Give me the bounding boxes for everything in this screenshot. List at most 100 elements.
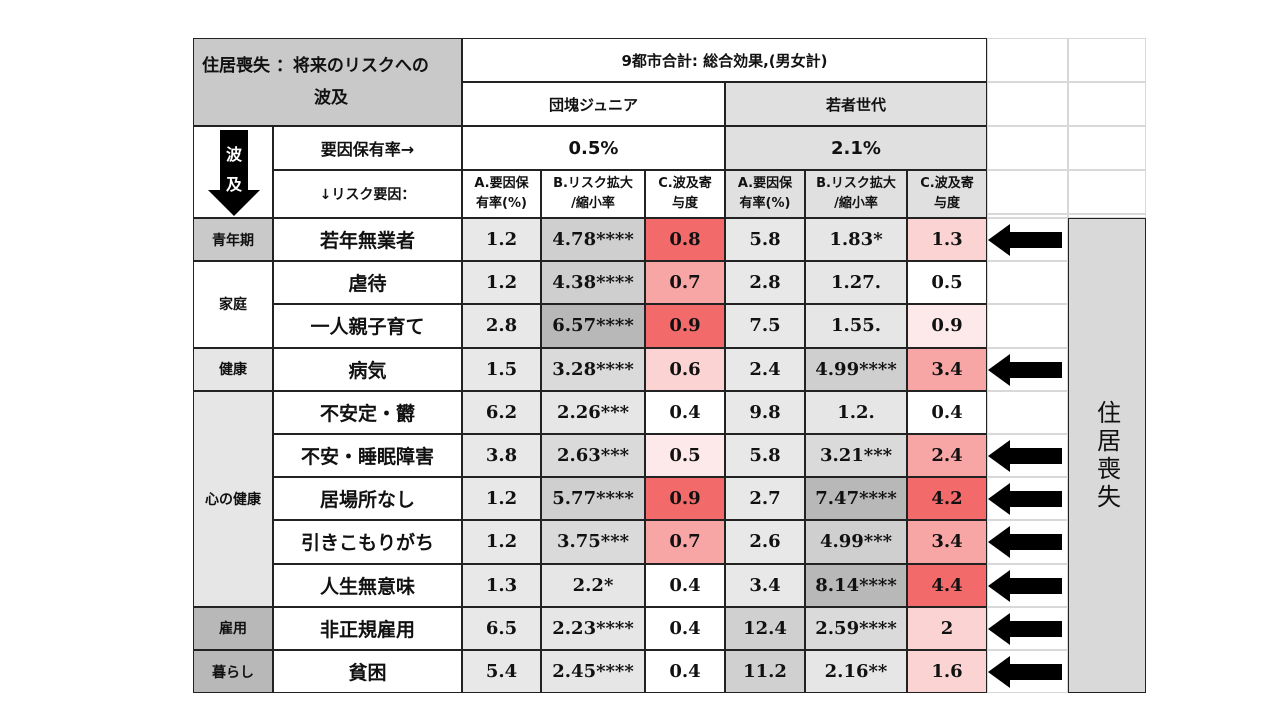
- spreadsheet-grid-cell: [987, 563, 1068, 607]
- value-a-young: 5.8: [725, 434, 805, 478]
- left-arrow-icon: [988, 612, 1062, 645]
- value-a-young: 7.5: [725, 304, 805, 348]
- factor-name: 非正規雇用: [273, 606, 462, 650]
- value-b-dankai: 3.28****: [541, 347, 645, 391]
- left-arrow-icon: [988, 353, 1062, 386]
- value-a-dankai: 5.4: [462, 650, 541, 694]
- hold-rate-dankai: 0.5%: [462, 126, 725, 170]
- column-subheader-a1: A.要因保有率(%): [462, 170, 541, 218]
- down-arrow-icon: [208, 130, 260, 216]
- category-2: 健康: [193, 347, 273, 391]
- table-title-line1: 住居喪失 ：将来のリスクへの: [202, 56, 429, 76]
- spreadsheet-grid-cell: [987, 650, 1068, 694]
- factor-name: 病気: [273, 347, 462, 391]
- value-b-young: 7.47****: [805, 477, 907, 521]
- value-a-young: 3.4: [725, 563, 805, 607]
- value-a-young: 2.8: [725, 261, 805, 305]
- left-arrow-icon: [988, 440, 1062, 472]
- value-c-dankai: 0.4: [645, 563, 725, 607]
- column-subheader-line: /縮小率: [834, 196, 878, 211]
- spreadsheet-grid-cell: [987, 347, 1068, 391]
- wave-arrow-cell: 波 及: [193, 126, 273, 218]
- value-c-dankai: 0.6: [645, 347, 725, 391]
- left-arrow-icon: [988, 569, 1062, 602]
- value-b-young: 1.83*: [805, 218, 907, 262]
- value-b-dankai: 4.78****: [541, 218, 645, 262]
- factor-name: 貧困: [273, 650, 462, 694]
- value-c-dankai: 0.8: [645, 218, 725, 262]
- value-c-young: 1.6: [907, 650, 987, 694]
- value-c-young: 2: [907, 606, 987, 650]
- value-c-young: 0.9: [907, 304, 987, 348]
- column-subheader-b1: B.リスク拡大/縮小率: [541, 170, 645, 218]
- column-subheader-line: /縮小率: [571, 196, 615, 211]
- group-header-young: 若者世代: [725, 82, 987, 126]
- factor-name: 不安定・欝: [273, 390, 462, 434]
- spreadsheet-grid-cell: [1068, 82, 1146, 126]
- spreadsheet-grid-cell: [987, 82, 1068, 126]
- value-a-young: 5.8: [725, 218, 805, 262]
- value-b-young: 1.2.: [805, 390, 907, 434]
- value-a-dankai: 2.8: [462, 304, 541, 348]
- spreadsheet-grid-cell: [1068, 38, 1146, 82]
- spreadsheet-grid-cell: [987, 218, 1068, 262]
- value-b-young: 4.99***: [805, 520, 907, 564]
- wave-char-1: 波: [225, 145, 242, 164]
- category-0: 青年期: [193, 218, 273, 262]
- spreadsheet-grid-cell: [987, 38, 1068, 82]
- column-subheader-a2: A.要因保 有率(%): [725, 170, 805, 218]
- overall-header: 9都市合計: 総合効果,(男女計): [462, 38, 987, 82]
- value-a-dankai: 1.5: [462, 347, 541, 391]
- value-b-dankai: 2.63***: [541, 434, 645, 478]
- spreadsheet-grid-cell: [987, 261, 1068, 305]
- value-c-dankai: 0.9: [645, 304, 725, 348]
- spreadsheet-grid-cell: [987, 126, 1068, 170]
- value-a-young: 2.4: [725, 347, 805, 391]
- value-a-dankai: 1.2: [462, 218, 541, 262]
- value-a-young: 2.6: [725, 520, 805, 564]
- value-c-dankai: 0.4: [645, 390, 725, 434]
- value-a-dankai: 1.2: [462, 520, 541, 564]
- side-label-text: 住居喪失: [1092, 399, 1121, 512]
- column-subheader-c2: C.波及寄 与度: [907, 170, 987, 218]
- column-subheader-line: A.要因保: [474, 176, 529, 191]
- column-subheader-line: 有率(%): [476, 196, 527, 211]
- spreadsheet-grid-cell: [987, 520, 1068, 564]
- left-arrow-icon: [988, 224, 1062, 256]
- value-b-dankai: 5.77****: [541, 477, 645, 521]
- wave-char-2: 及: [225, 175, 242, 194]
- category-3: 心の健康: [193, 390, 273, 607]
- hold-rate-young: 2.1%: [725, 126, 987, 170]
- column-subheader-line: B.リスク拡大: [553, 176, 633, 191]
- value-a-dankai: 1.2: [462, 477, 541, 521]
- left-arrow-icon: [988, 526, 1062, 559]
- value-a-dankai: 6.5: [462, 606, 541, 650]
- value-b-young: 4.99****: [805, 347, 907, 391]
- value-c-dankai: 0.4: [645, 650, 725, 694]
- value-b-young: 8.14****: [805, 563, 907, 607]
- value-b-dankai: 4.38****: [541, 261, 645, 305]
- column-subheader-line: A.要因保: [737, 176, 793, 191]
- factor-name: 虐待: [273, 261, 462, 305]
- factor-name: 一人親子育て: [273, 304, 462, 348]
- value-a-dankai: 6.2: [462, 390, 541, 434]
- value-b-young: 1.27.: [805, 261, 907, 305]
- value-c-dankai: 0.5: [645, 434, 725, 478]
- spreadsheet-grid-cell: [987, 170, 1068, 214]
- side-label-cell: 住居喪失: [1068, 218, 1146, 693]
- value-a-young: 2.7: [725, 477, 805, 521]
- value-c-young: 4.4: [907, 563, 987, 607]
- spreadsheet-grid-cell: [987, 606, 1068, 650]
- spreadsheet-grid-cell: [987, 390, 1068, 434]
- factor-name: 居場所なし: [273, 477, 462, 521]
- category-5: 暮らし: [193, 650, 273, 694]
- value-b-dankai: 3.75***: [541, 520, 645, 564]
- column-subheader-line: 与度: [671, 196, 698, 211]
- spreadsheet-grid-cell: [1068, 170, 1146, 214]
- factor-name: 不安・睡眠障害: [273, 434, 462, 478]
- factor-name: 引きこもりがち: [273, 520, 462, 564]
- value-a-young: 9.8: [725, 390, 805, 434]
- factor-name: 人生無意味: [273, 563, 462, 607]
- value-a-young: 11.2: [725, 650, 805, 694]
- spreadsheet-grid-cell: [1068, 126, 1146, 170]
